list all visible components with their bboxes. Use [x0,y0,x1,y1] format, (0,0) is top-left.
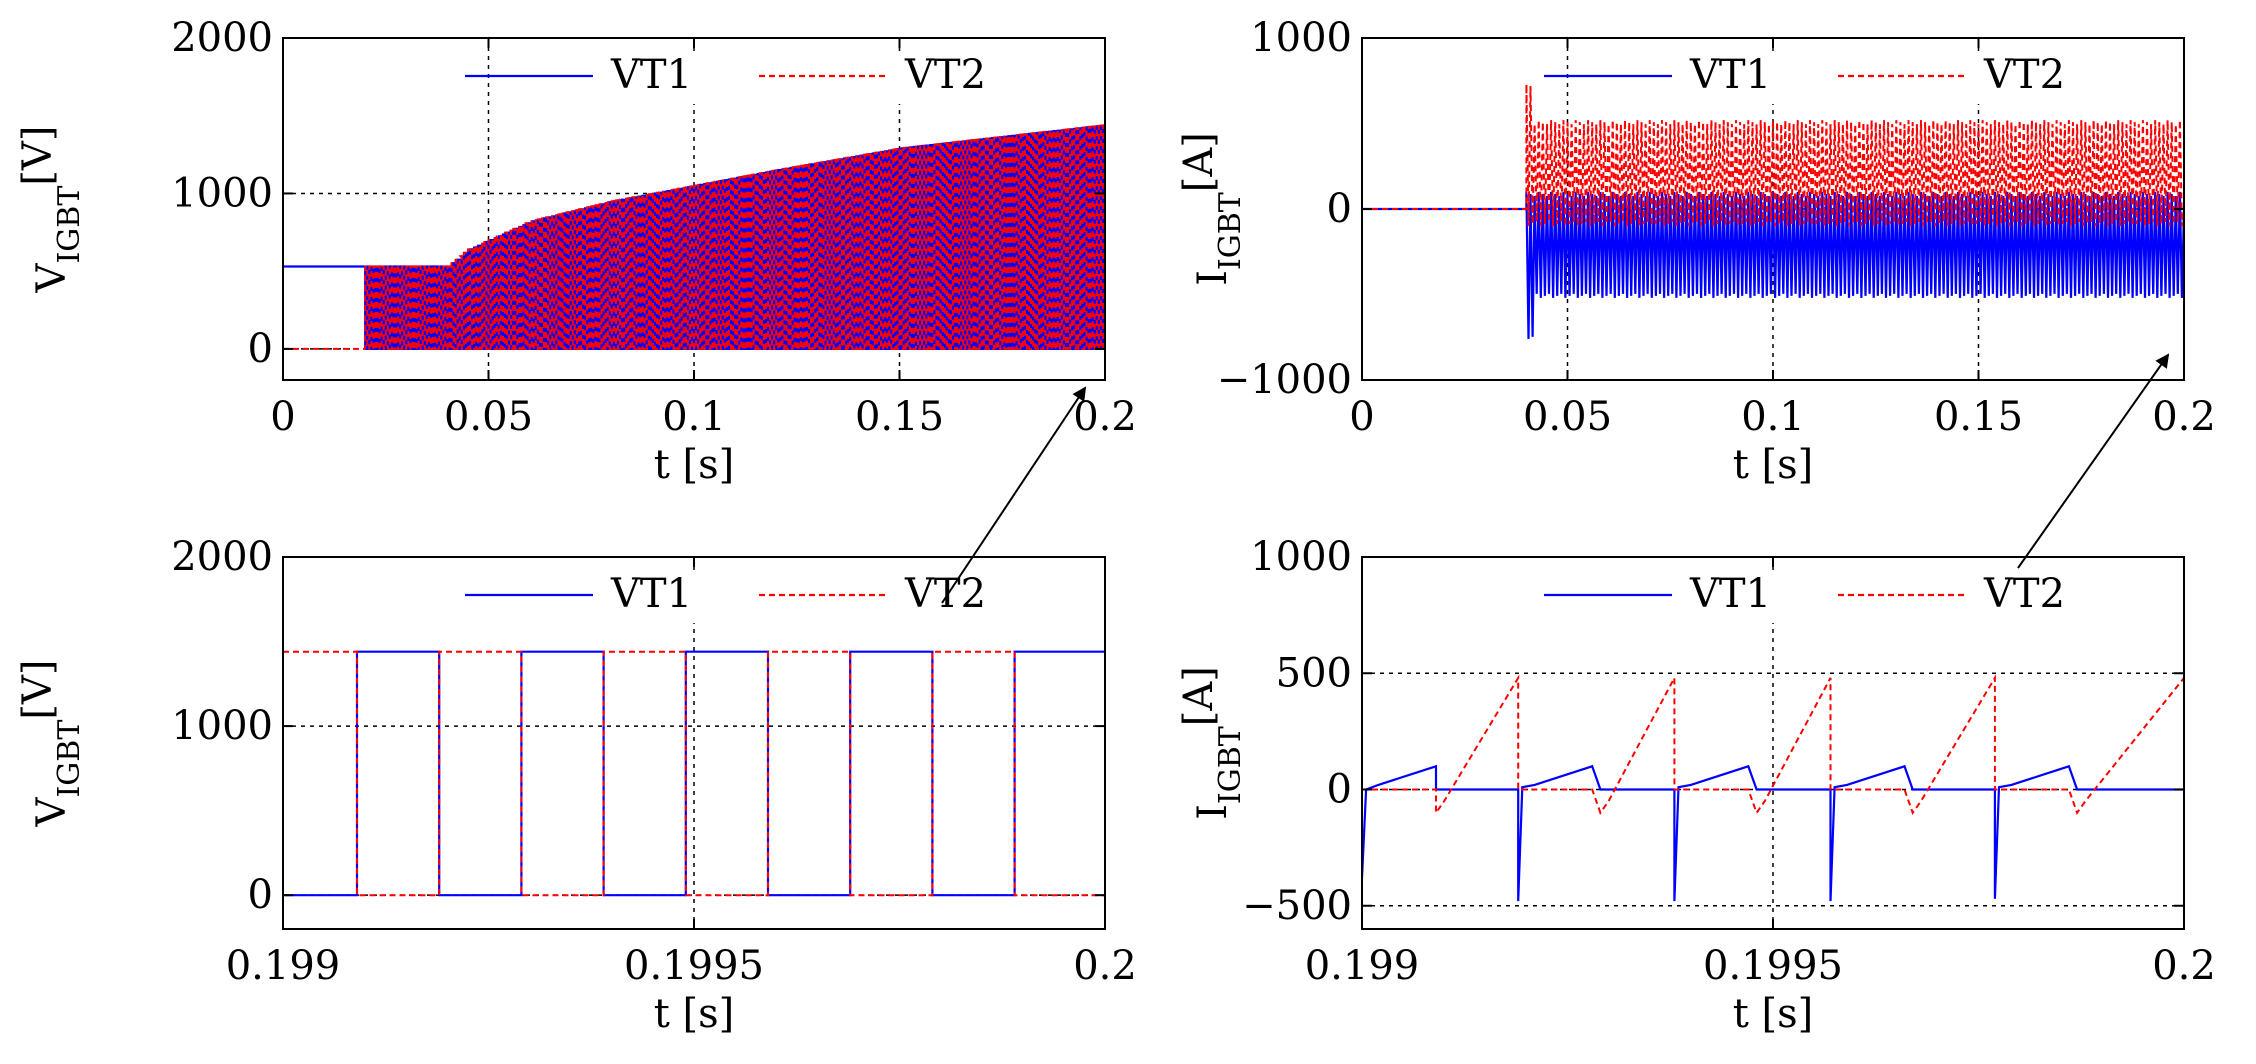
legend-label-vt1: VT1 [610,571,692,617]
legend-background [1594,52,2154,104]
legend-label-vt2: VT2 [1983,52,2065,98]
y-tick-label: 1000 [171,703,273,749]
series-group [1362,84,2184,340]
x-tick-label: 0.2 [2152,394,2216,440]
y-tick-label: 1000 [1250,534,1352,580]
series-line-vt1 [283,124,1105,350]
y-tick-label: −1000 [1217,357,1352,403]
y-label-subscript: IGBT [1213,192,1248,270]
legend-label-vt2: VT2 [1983,571,2065,617]
legend-background [1594,571,2154,623]
y-tick-label: 1000 [1250,15,1352,61]
y-label-unit: [A] [1176,132,1222,192]
y-label-main: I [1190,270,1236,286]
chart-bottom-right-iigbt-zoom: 0.199 0.1995 0.2 −500 0 500 1000 t [s] IIGBT[A] V… [1176,534,2216,1037]
y-label-subscript: IGBT [52,720,87,798]
x-tick-label: 0.05 [444,394,533,440]
y-label-unit: [A] [1176,666,1222,726]
y-tick-label: 2000 [171,15,273,61]
x-tick-label: 0.2 [1073,943,1137,989]
x-tick-label: 0.15 [855,394,944,440]
y-axis-label-text: VIGBT[V] [15,126,87,294]
series-line-vt2 [283,124,1105,350]
y-tick-label: 0 [1327,186,1352,232]
y-label-main: I [1190,804,1236,820]
x-axis-label: t [s] [654,991,735,1037]
legend: VT1 VT2 [1544,571,2154,623]
series-line-vt2 [1362,674,2184,816]
legend-label-vt1: VT1 [610,52,692,98]
y-axis-label-text: VIGBT[V] [15,660,87,828]
y-tick-label: 2000 [171,534,273,580]
legend: VT1 VT2 [465,52,1075,104]
y-label-unit: [V] [15,126,61,186]
zoom-arrow-right [2017,353,2170,569]
y-tick-label: 0 [1327,767,1352,813]
x-tick-label: 0 [270,394,295,440]
y-axis-label-text: IIGBT[A] [1176,666,1248,820]
y-axis-label: IIGBT[A] [1176,132,1248,286]
series-group [1362,674,2184,902]
x-tick-label: 0.2 [2152,943,2216,989]
series-group [283,650,1105,897]
y-label-main: V [29,262,75,293]
y-tick-label: 0 [248,326,273,372]
x-tick-label: 0.15 [1934,394,2023,440]
y-tick-label: −500 [1242,883,1352,929]
y-label-subscript: IGBT [1213,726,1248,804]
x-tick-label: 0.05 [1523,394,1612,440]
y-label-main: V [29,796,75,827]
zoom-arrows [941,353,2170,604]
series-line-vt1 [1362,191,2184,340]
x-tick-label: 0.199 [226,943,341,989]
legend-label-vt2: VT2 [904,52,986,98]
zoom-arrow-left [941,386,1087,604]
legend-background [515,571,1075,623]
y-axis-label-text: IIGBT[A] [1176,132,1248,286]
x-axis-label: t [s] [1733,442,1814,488]
legend: VT1 VT2 [465,571,1075,623]
y-axis-label: VIGBT[V] [15,126,87,294]
x-tick-label: 0.1995 [624,943,764,989]
x-tick-label: 0.1 [662,394,726,440]
series-line-vt2 [283,650,1105,897]
y-axis-label: VIGBT[V] [15,660,87,828]
y-tick-label: 500 [1276,650,1352,696]
y-tick-label: 0 [248,872,273,918]
legend-background [515,52,1075,104]
x-axis-label: t [s] [1733,991,1814,1037]
y-tick-label: 1000 [171,170,273,216]
legend: VT1 VT2 [1544,52,2154,104]
x-axis-label: t [s] [654,442,735,488]
y-axis-label: IIGBT[A] [1176,666,1248,820]
y-label-subscript: IGBT [52,186,87,264]
x-tick-label: 0.199 [1305,943,1420,989]
legend-label-vt1: VT1 [1689,52,1771,98]
series-group [283,124,1105,350]
chart-top-left-vigbt: 0 0.05 0.1 0.15 0.2 0 1000 2000 t [s] VIGBT[V] VT1… [15,15,1137,488]
legend-label-vt1: VT1 [1689,571,1771,617]
y-label-unit: [V] [15,660,61,720]
x-tick-label: 0.1 [1741,394,1805,440]
x-tick-label: 0 [1349,394,1374,440]
x-tick-label: 0.1995 [1703,943,1843,989]
legend-label-vt2: VT2 [904,571,986,617]
x-tick-label: 0.2 [1073,394,1137,440]
series-line-vt1 [1362,764,2184,902]
